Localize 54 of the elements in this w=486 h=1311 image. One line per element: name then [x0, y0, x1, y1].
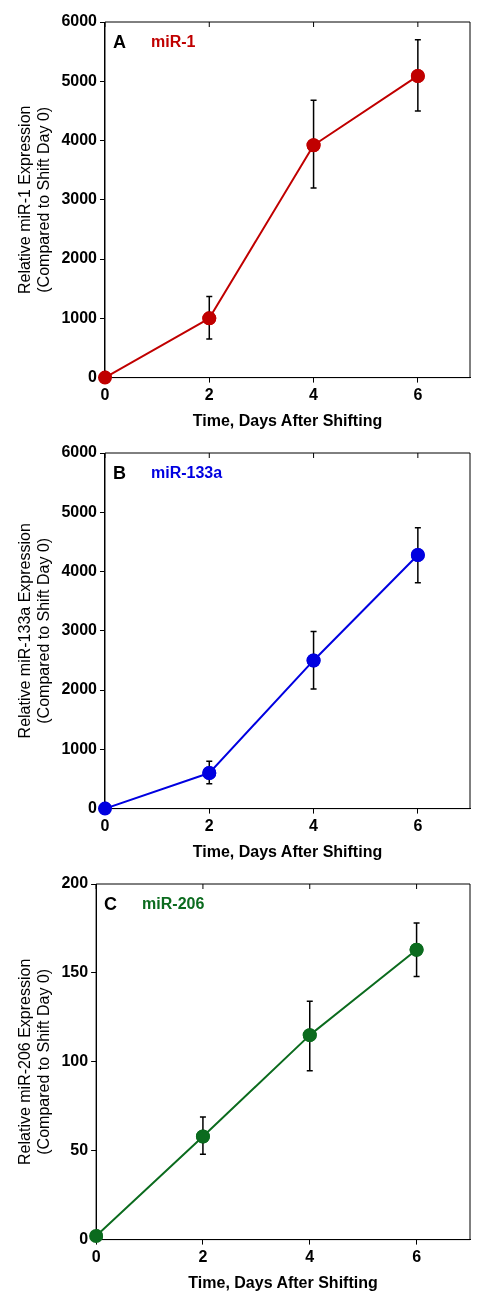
annotation: A [112, 31, 126, 52]
point [97, 801, 112, 816]
y-tick-label: 5000 [61, 502, 98, 520]
x-axis-title: Time, Days After Shifting [192, 411, 383, 429]
x-tick-label: 4 [309, 816, 319, 834]
x-tick-label: 2 [198, 1247, 208, 1265]
y-tick-label: 2000 [61, 249, 98, 267]
y-axis-title: Relative miR-133a Expression (Compared to Shift Day 0) [16, 523, 53, 739]
point [409, 942, 424, 957]
y-tick-label: 3000 [61, 190, 98, 208]
x-tick-label: 6 [413, 816, 423, 834]
y-tick-label: 6000 [61, 12, 98, 30]
x-tick-label: 2 [204, 816, 214, 834]
y-tick-label: 3000 [61, 621, 98, 639]
x-tick-label: 0 [100, 385, 110, 403]
annotation: C [104, 893, 118, 914]
point [306, 138, 321, 153]
y-tick-label: 0 [88, 368, 98, 386]
x-tick-label: 6 [413, 385, 423, 403]
y-axis-title: Relative miR-206 Expression (Compared to Shift Day 0) [16, 958, 53, 1165]
x-tick-label: 0 [100, 816, 110, 834]
y-tick-label: 2000 [61, 680, 98, 698]
y-tick-label: 1000 [61, 308, 98, 326]
point [97, 370, 112, 385]
x-tick-label: 2 [204, 385, 214, 403]
y-tick-label: 150 [61, 963, 89, 981]
y-tick-label: 50 [70, 1141, 89, 1159]
y-tick-label: 4000 [61, 130, 98, 148]
y-tick-label: 4000 [61, 561, 98, 579]
y-tick-label: 200 [61, 874, 89, 892]
text: miR-1 [150, 33, 196, 51]
point [410, 68, 425, 83]
point [202, 766, 217, 781]
point [202, 311, 217, 326]
point [195, 1129, 210, 1144]
y-tick-label: 100 [61, 1052, 89, 1070]
y-axis-title: Relative miR-1 Expression (Compared to Shift Day 0) [16, 105, 53, 295]
x-tick-label: 4 [309, 385, 319, 403]
x-tick-label: 6 [412, 1247, 422, 1265]
x-axis-title: Time, Days After Shifting [192, 842, 383, 860]
y-tick-label: 0 [79, 1230, 89, 1248]
text: miR-206 [142, 895, 205, 913]
y-tick-label: 1000 [61, 739, 98, 757]
x-axis-title: Time, Days After Shifting [188, 1273, 378, 1291]
annotation: B [112, 462, 126, 483]
point [410, 547, 425, 562]
point [306, 653, 321, 668]
x-tick-label: 4 [305, 1247, 315, 1265]
y-tick-label: 5000 [61, 71, 98, 89]
point [89, 1229, 104, 1244]
point [302, 1028, 317, 1043]
y-tick-label: 6000 [61, 443, 98, 461]
y-tick-label: 0 [88, 799, 98, 817]
text: miR-133a [150, 464, 223, 482]
